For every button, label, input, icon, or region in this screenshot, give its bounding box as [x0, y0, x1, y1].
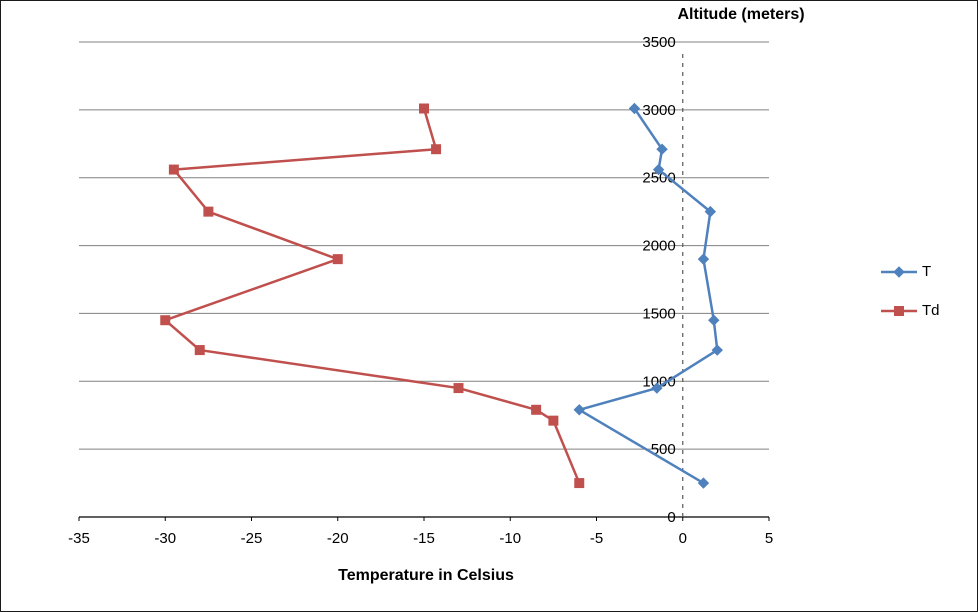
series-marker-td: [531, 404, 542, 415]
legend-marker-t: [893, 265, 905, 278]
altitude-axis-title: Altitude (meters): [677, 6, 805, 23]
legend-label-td: Td: [922, 302, 940, 319]
series-marker-td: [431, 144, 442, 155]
series-marker-td: [419, 103, 429, 114]
legend-label-t: T: [922, 263, 932, 280]
legend-item-t: T: [881, 263, 940, 280]
series-marker-t: [628, 102, 641, 115]
x-tick-label--20: -20: [327, 530, 349, 547]
series-marker-td: [160, 315, 171, 326]
series-line-td: [164, 108, 581, 484]
x-tick-label--25: -25: [241, 530, 263, 547]
x-tick-label-5: 5: [765, 530, 773, 547]
series-marker-t: [697, 477, 710, 489]
series-marker-t: [656, 143, 668, 155]
x-tick-label--10: -10: [499, 530, 521, 547]
series-marker-t: [651, 382, 663, 394]
series-marker-td: [548, 415, 559, 426]
legend: T Td: [881, 263, 940, 319]
x-tick-label--15: -15: [413, 530, 435, 547]
legend-item-td: Td: [881, 302, 940, 319]
y-tick-label-3000: 3000: [642, 102, 675, 119]
legend-key-td-icon: [881, 305, 917, 316]
y-tick-label-500: 500: [651, 441, 676, 458]
series-marker-t: [704, 205, 717, 218]
y-tick-label-2500: 2500: [642, 170, 675, 187]
x-tick-label--35: -35: [68, 530, 90, 547]
y-tick-label-1000: 1000: [642, 373, 675, 390]
series-line-t: [578, 107, 719, 485]
series-marker-t: [652, 163, 665, 176]
series-marker-td: [332, 254, 343, 265]
series-marker-t: [573, 404, 585, 416]
series-marker-t: [708, 314, 720, 326]
series-marker-td: [453, 383, 464, 394]
series-marker-t: [711, 344, 723, 356]
x-tick-label--5: -5: [590, 530, 603, 547]
series-marker-t: [697, 253, 710, 265]
y-tick-label-1500: 1500: [642, 305, 675, 322]
series-marker-td: [203, 206, 214, 217]
series-marker-td: [168, 164, 179, 175]
legend-marker-td: [894, 305, 904, 316]
x-tick-label-0: 0: [679, 530, 687, 547]
series-marker-td: [194, 345, 205, 356]
x-tick-label--30: -30: [154, 530, 176, 547]
y-tick-label-2000: 2000: [642, 238, 675, 255]
temperature-axis-title: Temperature in Celsius: [338, 567, 514, 584]
y-tick-label-0: 0: [667, 509, 675, 526]
y-tick-label-3500: 3500: [642, 34, 675, 51]
series-marker-td: [574, 478, 585, 489]
legend-key-t-icon: [881, 265, 917, 278]
